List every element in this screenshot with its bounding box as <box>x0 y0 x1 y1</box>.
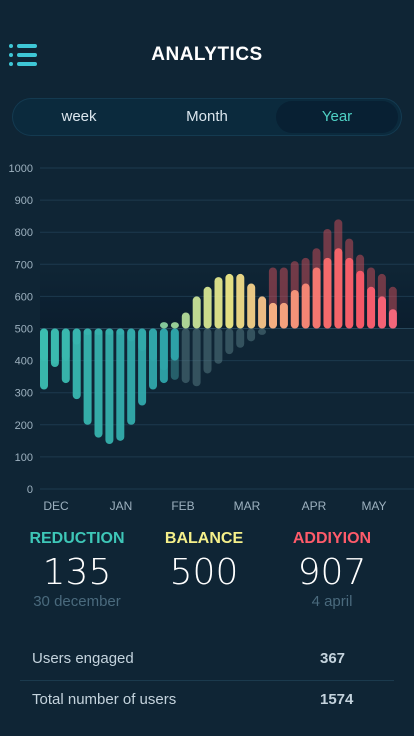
reduction-bar <box>40 328 48 390</box>
addition-bar <box>334 248 343 329</box>
tab-month[interactable]: Month <box>186 108 228 125</box>
x-tick-label: MAY <box>361 499 386 513</box>
addition-bar <box>269 302 277 329</box>
reduction-bar <box>50 328 59 368</box>
y-tick-label: 800 <box>15 227 33 239</box>
addition-bar <box>181 312 190 329</box>
y-tick-label: 0 <box>27 484 33 496</box>
x-tick-label: JAN <box>110 499 133 513</box>
row-divider <box>20 680 394 681</box>
users-engaged-label: Users engaged <box>32 650 134 667</box>
addition-bar <box>258 296 267 329</box>
reduction-value: 135 <box>42 552 112 593</box>
addition-bar <box>312 267 321 329</box>
total-users-label: Total number of users <box>32 691 177 708</box>
addition-bar <box>279 302 288 329</box>
y-tick-label: 200 <box>15 420 33 432</box>
x-tick-label: FEB <box>171 499 194 513</box>
addition-bar <box>345 257 354 329</box>
addition-bar <box>160 322 168 329</box>
tab-week[interactable]: week <box>61 108 97 125</box>
list-menu-icon[interactable] <box>9 44 39 66</box>
addition-bar <box>323 257 332 329</box>
tab-year[interactable]: Year <box>276 101 398 133</box>
reduction-bar <box>83 328 92 425</box>
app-header: ANALYTICS <box>0 0 414 110</box>
y-tick-label: 100 <box>15 452 33 464</box>
reduction-bar <box>149 328 157 390</box>
shadow-bar <box>258 328 266 335</box>
users-engaged-row: Users engaged 367 <box>32 650 372 667</box>
shadow-bar <box>247 328 256 342</box>
reduction-date: 30 december <box>33 593 121 610</box>
reduction-bar <box>138 328 147 406</box>
period-tabs: week Month Year <box>12 98 402 136</box>
reduction-label: REDUCTION <box>29 530 125 547</box>
reduction-bar <box>170 328 179 361</box>
shadow-bar <box>181 328 190 384</box>
reduction-stat: REDUCTION 135 30 december <box>22 530 132 610</box>
y-tick-label: 900 <box>15 195 33 207</box>
addition-bar <box>170 322 179 329</box>
y-tick-label: 600 <box>15 291 33 303</box>
reduction-bar <box>127 328 136 425</box>
addition-bar <box>378 296 386 329</box>
y-tick-label: 500 <box>15 324 33 336</box>
addition-bar <box>290 289 299 329</box>
reduction-bar <box>159 328 168 384</box>
reduction-bar <box>72 328 81 400</box>
reduction-bar <box>105 328 114 445</box>
addition-bar <box>356 270 365 329</box>
reduction-bar <box>94 328 103 438</box>
balance-label: BALANCE <box>164 530 244 547</box>
shadow-bar <box>236 328 245 348</box>
addition-bar <box>367 286 376 329</box>
addition-bar <box>236 273 245 329</box>
addition-bar <box>192 296 201 329</box>
addition-bar <box>247 283 256 329</box>
shadow-bar <box>192 328 201 387</box>
addition-bar <box>301 283 310 329</box>
addition-bar <box>388 309 397 329</box>
addition-date: 4 april <box>311 593 353 610</box>
shadow-bar <box>203 328 212 374</box>
addition-stat: ADDIYION 907 4 april <box>276 530 388 610</box>
y-tick-label: 400 <box>15 356 33 368</box>
users-engaged-value: 367 <box>320 650 346 667</box>
x-tick-label: DEC <box>43 499 69 513</box>
addition-label: ADDIYION <box>292 530 372 547</box>
page-title: ANALYTICS <box>151 44 263 65</box>
y-tick-label: 1000 <box>9 163 33 175</box>
balance-value: 500 <box>169 552 239 593</box>
reduction-bar <box>116 328 125 441</box>
balance-stat: BALANCE 500 <box>152 530 256 593</box>
reduction-bar <box>61 328 70 384</box>
total-users-value: 1574 <box>320 691 354 708</box>
addition-bar <box>225 273 234 329</box>
shadow-bar <box>214 328 223 364</box>
addition-value: 907 <box>297 552 367 593</box>
x-tick-label: APR <box>302 499 327 513</box>
addition-bar <box>203 286 212 329</box>
x-tick-label: MAR <box>234 499 261 513</box>
shadow-bar <box>225 328 234 355</box>
y-tick-label: 700 <box>15 259 33 271</box>
stats-summary: REDUCTION 135 30 december BALANCE 500 AD… <box>0 530 414 630</box>
total-users-row: Total number of users 1574 <box>32 691 372 708</box>
y-tick-label: 300 <box>15 388 33 400</box>
addition-bar <box>214 277 223 329</box>
